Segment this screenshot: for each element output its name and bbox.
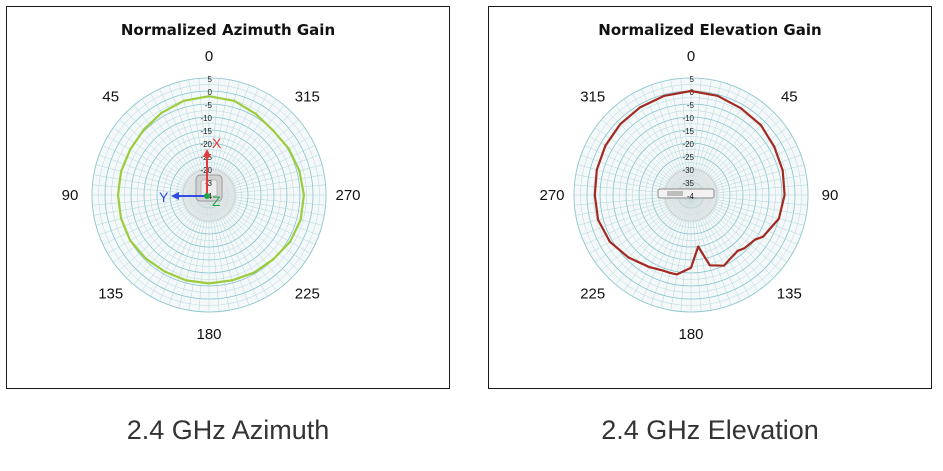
- radial-tick-label: -20: [200, 140, 212, 149]
- x-axis-label: X: [212, 135, 222, 151]
- gain-pattern-line: [593, 89, 786, 276]
- radial-tick-label: -20: [682, 140, 694, 149]
- angle-tick-label: 270: [335, 187, 360, 204]
- radial-tick-label: -15: [682, 127, 694, 136]
- angle-tick-label: 90: [822, 187, 839, 204]
- radial-tick-label: -30: [682, 166, 694, 175]
- angle-tick-label: 0: [205, 48, 213, 65]
- radial-tick-label: -10: [200, 114, 212, 123]
- radial-tick-label: -15: [200, 127, 212, 136]
- radial-tick-label: -3: [205, 179, 213, 188]
- gain-pattern-line: [116, 95, 305, 285]
- elevation-polar-plot: 5 0 -5 -10 -15 -20 -25 -30 -35 -4 0 45 90 135 180 225 27…: [539, 48, 839, 343]
- radial-tick-label: 0: [690, 88, 695, 97]
- z-axis-label: Z: [212, 193, 221, 209]
- radial-tick-label: -5: [205, 101, 213, 110]
- x-axis-arrowhead: [203, 149, 211, 157]
- device-detail: [667, 191, 683, 196]
- angle-tick-label: 135: [777, 285, 802, 302]
- radial-tick-label: 0: [208, 88, 213, 97]
- chart-title: Normalized Elevation Gain: [598, 21, 822, 39]
- angle-tick-label: 225: [580, 285, 605, 302]
- z-axis-dot: [204, 193, 210, 199]
- angle-tick-label: 180: [678, 326, 703, 343]
- radial-tick-label: -25: [682, 153, 694, 162]
- chart-title: Normalized Azimuth Gain: [120, 21, 336, 39]
- angle-tick-label: 270: [539, 187, 564, 204]
- azimuth-polar-plot: 50-5-10-15-20-25-20-3-404590135180225270…: [62, 48, 361, 343]
- angle-tick-label: 0: [687, 48, 695, 65]
- elevation-caption: 2.4 GHz Elevation: [601, 415, 819, 445]
- angle-tick-label: 225: [295, 285, 320, 302]
- radial-tick-label: -10: [682, 114, 694, 123]
- angle-tick-label: 45: [781, 89, 798, 106]
- azimuth-caption: 2.4 GHz Azimuth: [126, 415, 330, 445]
- radial-tick-label: 5: [208, 75, 213, 84]
- angle-tick-label: 180: [196, 326, 221, 343]
- radial-tick-label: -35: [682, 179, 694, 188]
- angle-tick-label: 315: [295, 89, 320, 106]
- radial-tick-label: 5: [690, 75, 695, 84]
- radial-tick-label: -4: [687, 192, 695, 201]
- radial-tick-label: -5: [687, 101, 695, 110]
- angle-tick-label: 45: [102, 89, 119, 106]
- angle-tick-label: 90: [62, 187, 79, 204]
- y-axis-label: Y: [159, 189, 169, 205]
- elevation-chart-panel: Normalized Elevation Gain 5 0 -5 -10 -15 -20 -…: [488, 6, 932, 389]
- angle-tick-label: 315: [580, 89, 605, 106]
- y-axis-arrowhead: [171, 192, 179, 200]
- azimuth-chart-panel: Normalized Azimuth Gain 50-5-10-15-20-25…: [6, 6, 450, 389]
- angle-tick-label: 135: [98, 285, 123, 302]
